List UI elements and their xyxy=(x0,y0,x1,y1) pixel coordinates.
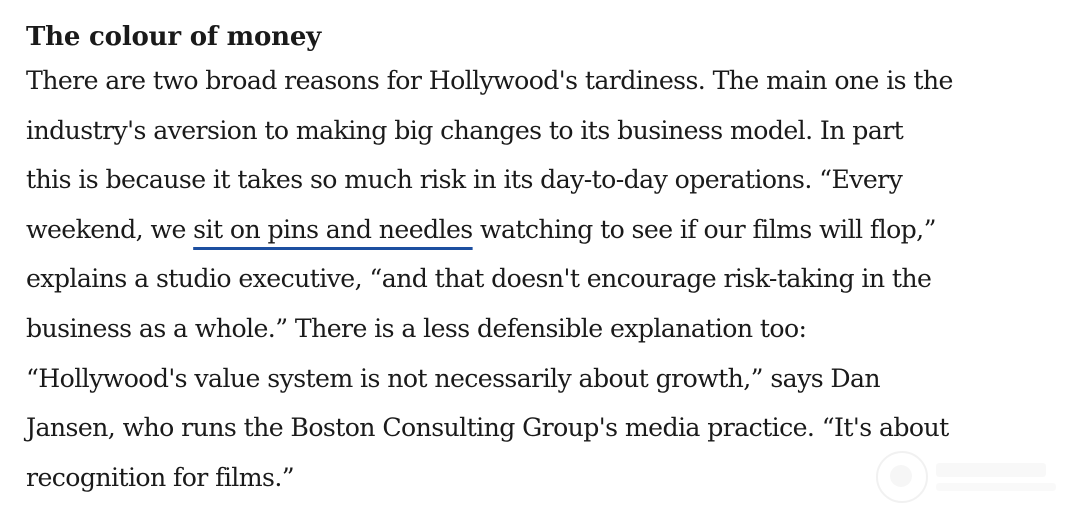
paragraph-line-1: There are two broad reasons for Hollywoo… xyxy=(26,66,953,95)
watermark-text xyxy=(936,463,1056,491)
paragraph-line-2: industry's aversion to making big change… xyxy=(26,115,904,145)
line-4-start: weekend, we xyxy=(26,214,194,244)
article: The colour of money There are two broad … xyxy=(26,18,1066,502)
paragraph-line-4: weekend, we sit on pins and needles watc… xyxy=(26,205,1066,255)
paragraph-line-8: Jansen, who runs the Boston Consulting G… xyxy=(26,413,949,443)
article-paragraph: There are two broad reasons for Hollywoo… xyxy=(26,56,1066,502)
paragraph-line-9: recognition for films.” xyxy=(26,462,295,492)
paragraph-line-6: business as a whole.” There is a less de… xyxy=(26,313,807,343)
paragraph-line-7: “Hollywood's value system is not necessa… xyxy=(26,363,881,393)
paragraph-line-5: explains a studio executive, “and that d… xyxy=(26,264,932,294)
line-4-end: watching to see if our films will flop,” xyxy=(472,214,936,244)
watermark xyxy=(876,451,1066,503)
highlighted-phrase[interactable]: sit on pins and needles xyxy=(193,214,473,244)
section-heading: The colour of money xyxy=(26,22,322,52)
watermark-logo-icon xyxy=(876,451,928,503)
paragraph-line-3: this is because it takes so much risk in… xyxy=(26,165,903,195)
